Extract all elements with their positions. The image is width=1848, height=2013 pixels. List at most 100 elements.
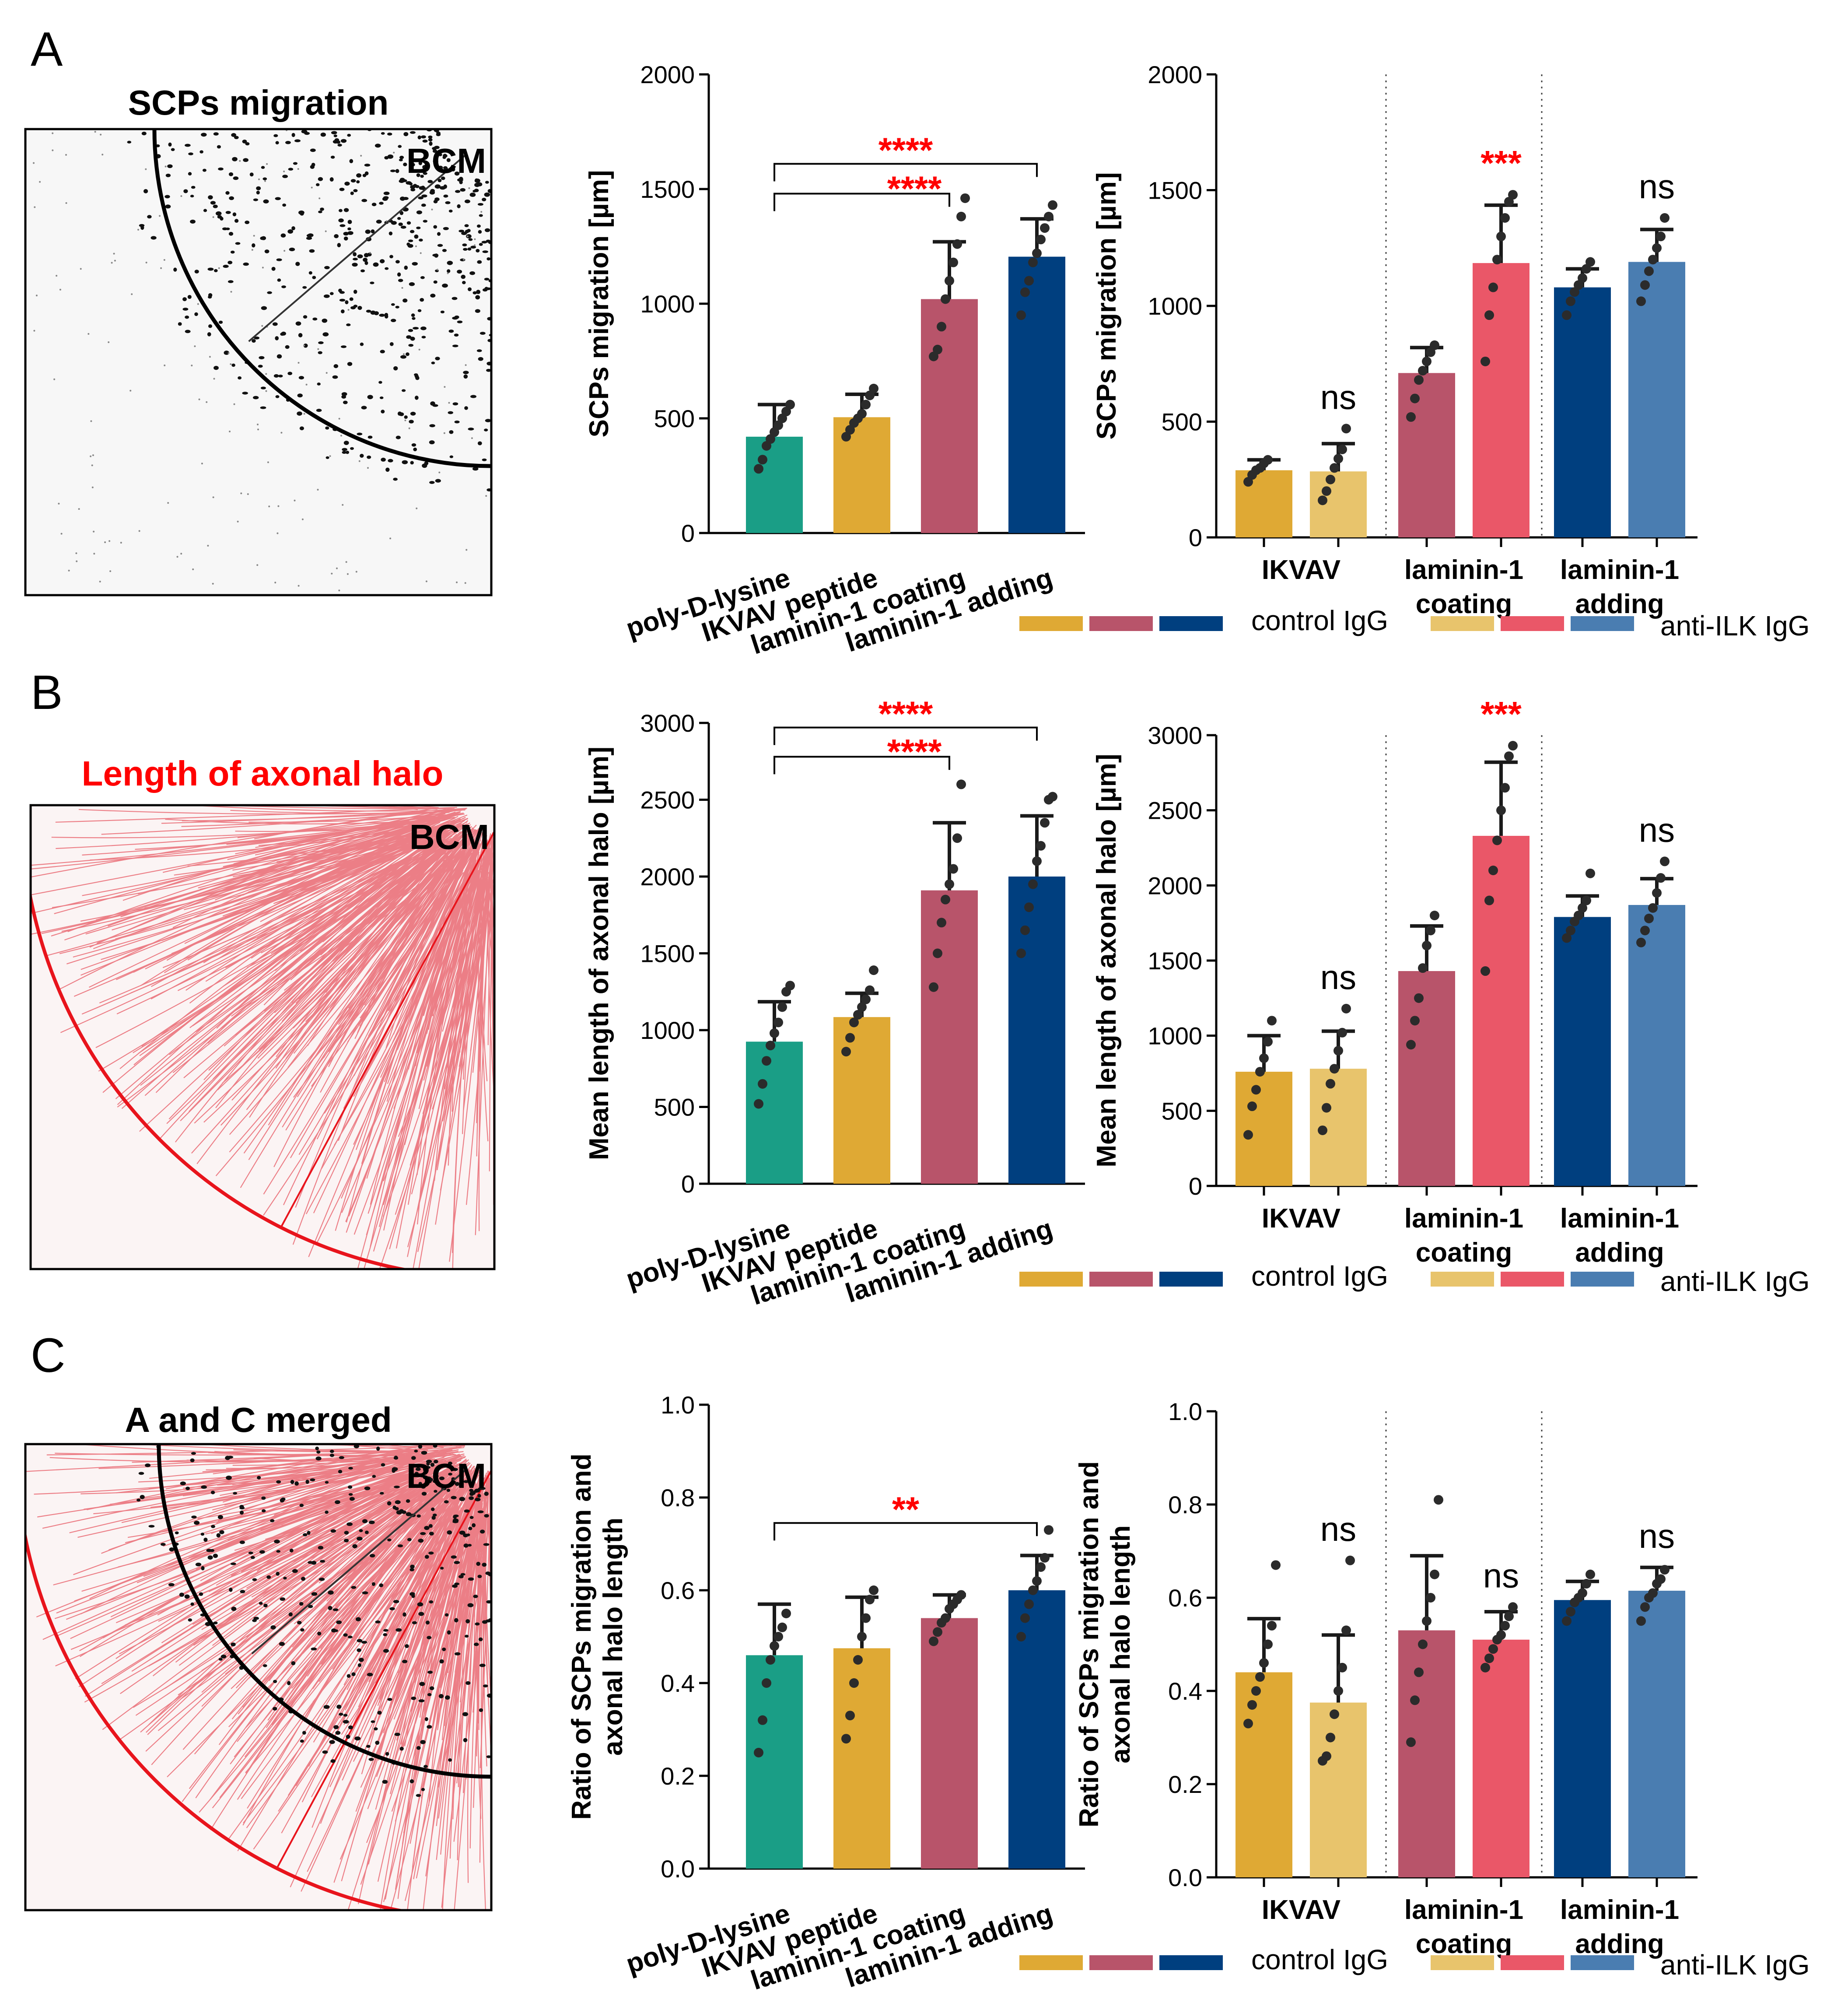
cell-dot: [392, 1467, 398, 1472]
bar-g0-s1-data-point: [1330, 463, 1339, 473]
scatter-dot: [425, 580, 427, 582]
cell-dot: [140, 1494, 145, 1499]
cell-dot: [213, 1621, 218, 1624]
axon-strand: [490, 1494, 491, 1515]
scatter-dot: [240, 492, 242, 494]
scatter-dot: [167, 502, 169, 504]
cell-dot: [421, 203, 426, 207]
cell-dot: [199, 1592, 203, 1596]
group-label: laminin-1 coating: [1404, 1203, 1523, 1268]
cell-dot: [169, 1547, 175, 1552]
cell-dot: [245, 221, 250, 224]
cell-dot: [417, 135, 421, 140]
cell-dot: [459, 1530, 466, 1535]
cell-dot: [297, 1620, 302, 1625]
bar-g2-s0-data-point: [1562, 310, 1572, 320]
cell-dot: [449, 430, 454, 434]
bar-0-bar: [746, 436, 803, 533]
scatter-dot: [262, 267, 264, 269]
cell-dot: [180, 1481, 186, 1486]
cell-dot: [412, 1621, 417, 1624]
bar-g2-s0-data-point: [1586, 1569, 1595, 1579]
cell-dot: [324, 266, 330, 270]
scatter-dot: [111, 262, 113, 264]
scatter-dot: [247, 493, 249, 495]
cell-dot: [231, 133, 236, 137]
axon-strand: [248, 1480, 456, 1679]
cell-dot: [234, 219, 239, 223]
cell-dot: [484, 428, 488, 431]
cell-dot: [376, 219, 382, 224]
bar-1-data-point: [853, 1010, 863, 1020]
y-tick-label: 1.0: [1168, 1398, 1202, 1425]
cell-dot: [295, 262, 300, 266]
bar-g0-s1-data-point: [1334, 1686, 1343, 1696]
group-label-line: IKVAV: [1262, 1895, 1340, 1925]
bar-g1-s0-bar: [1398, 1630, 1455, 1877]
cell-dot: [486, 1755, 491, 1758]
scatter-dot: [137, 228, 139, 231]
cell-dot: [366, 309, 371, 313]
annotation-ns: ns: [1639, 1517, 1675, 1555]
axon-strand: [368, 842, 479, 1070]
axon-strand: [80, 1463, 432, 1494]
axon-strand: [216, 1473, 419, 1586]
cell-dot: [276, 1571, 280, 1576]
cell-dot: [430, 401, 435, 406]
cell-dot: [464, 199, 470, 203]
cell-dot: [388, 231, 393, 235]
cell-dot: [297, 411, 302, 416]
axon-strand: [257, 855, 453, 1059]
cell-dot: [410, 461, 414, 465]
scatter-dot: [261, 325, 263, 327]
cell-dot: [389, 255, 393, 259]
bar-g2-s1-data-point: [1656, 873, 1666, 883]
cell-dot: [201, 1566, 205, 1571]
cell-dot: [457, 270, 462, 274]
scatter-dot: [265, 390, 267, 392]
cell-dot: [228, 280, 234, 283]
cell-dot: [298, 210, 304, 215]
cell-dot: [279, 1641, 285, 1646]
scatter-dot: [345, 561, 347, 563]
cell-dot: [433, 1479, 439, 1483]
cell-dot: [427, 1725, 432, 1729]
group-label-line: laminin-1: [1560, 1895, 1679, 1925]
bar-3-data-point: [1016, 1632, 1026, 1641]
cell-dot: [440, 310, 445, 314]
cell-dot: [315, 1456, 322, 1461]
cell-dot: [426, 1620, 430, 1625]
bar-g2-s1-data-point: [1644, 913, 1654, 923]
cell-dot: [418, 1444, 423, 1449]
cell-dot: [340, 345, 347, 348]
bar-g0-s1-data-point: [1318, 495, 1327, 505]
scatter-dot: [104, 541, 106, 544]
y-axis-label: Ratio of SCPs migration andaxonal halo l…: [567, 1453, 628, 1820]
cell-dot: [444, 1500, 449, 1504]
axon-strand: [490, 861, 494, 914]
scatter-dot: [65, 154, 67, 156]
cell-dot: [165, 204, 171, 209]
cell-dot: [312, 317, 318, 321]
axon-strand: [235, 816, 425, 855]
cell-dot: [167, 164, 173, 168]
bar-1-data-point: [849, 1017, 859, 1028]
cell-dot: [434, 1490, 438, 1493]
cell-dot: [276, 1550, 280, 1553]
axon-strand: [31, 817, 432, 896]
cell-dot: [455, 190, 461, 193]
axon-strand: [448, 859, 477, 1166]
bar-g2-s1-data-point: [1656, 231, 1666, 242]
cell-dot: [275, 336, 279, 340]
y-tick-label: 1000: [1148, 292, 1202, 320]
cell-dot: [446, 158, 451, 162]
cell-dot: [256, 190, 260, 195]
axon-strand: [297, 838, 469, 1098]
cell-dot: [410, 411, 416, 416]
scatter-dots: [33, 129, 487, 592]
y-axis-label: SCPs migration [µm]: [584, 170, 614, 437]
axon-strand: [167, 1497, 444, 1778]
cell-dot: [475, 309, 480, 313]
cell-dot: [335, 1500, 340, 1504]
micrograph-frame: [29, 804, 496, 1270]
